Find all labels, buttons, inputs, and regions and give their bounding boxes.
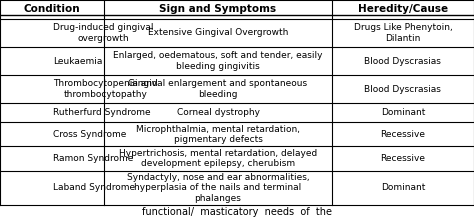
Text: Dominant: Dominant — [381, 108, 425, 117]
Text: Microphthalmia, mental retardation,
pigmentary defects: Microphthalmia, mental retardation, pigm… — [136, 125, 300, 144]
Text: Heredity/Cause: Heredity/Cause — [358, 4, 448, 14]
Text: Extensive Gingival Overgrowth: Extensive Gingival Overgrowth — [148, 28, 288, 37]
Text: Gingival enlargement and spontaneous
bleeding: Gingival enlargement and spontaneous ble… — [128, 79, 308, 99]
Text: Recessive: Recessive — [381, 154, 425, 163]
Text: Recessive: Recessive — [381, 130, 425, 139]
Text: Drugs Like Phenytoin,
Dilantin: Drugs Like Phenytoin, Dilantin — [354, 23, 452, 42]
Text: Drug-induced gingival
overgrowth: Drug-induced gingival overgrowth — [54, 23, 154, 42]
Text: Cross Syndrome: Cross Syndrome — [54, 130, 127, 139]
Text: Hypertrichosis, mental retardation, delayed
development epilepsy, cherubism: Hypertrichosis, mental retardation, dela… — [119, 149, 317, 168]
Text: Corneal dystrophy: Corneal dystrophy — [176, 108, 260, 117]
Text: Blood Dyscrasias: Blood Dyscrasias — [365, 85, 441, 94]
Text: Sign and Symptoms: Sign and Symptoms — [159, 4, 277, 14]
Text: Leukaemia: Leukaemia — [54, 57, 103, 66]
Text: Enlarged, oedematous, soft and tender, easily
bleeding gingivitis: Enlarged, oedematous, soft and tender, e… — [113, 51, 323, 71]
Text: Condition: Condition — [24, 4, 81, 14]
Text: Thrombocytopenia and
thrombocytopathy: Thrombocytopenia and thrombocytopathy — [54, 79, 158, 99]
Text: Rutherfurd Syndrome: Rutherfurd Syndrome — [54, 108, 151, 117]
Text: functional/  masticatory  needs  of  the: functional/ masticatory needs of the — [142, 207, 332, 217]
Text: Laband Syndrome: Laband Syndrome — [54, 183, 136, 192]
Text: Blood Dyscrasias: Blood Dyscrasias — [365, 57, 441, 66]
Text: Dominant: Dominant — [381, 183, 425, 192]
Text: Ramon Syndrome: Ramon Syndrome — [54, 154, 134, 163]
Text: Syndactyly, nose and ear abnormalities,
hyperplasia of the nails and terminal
ph: Syndactyly, nose and ear abnormalities, … — [127, 173, 310, 203]
